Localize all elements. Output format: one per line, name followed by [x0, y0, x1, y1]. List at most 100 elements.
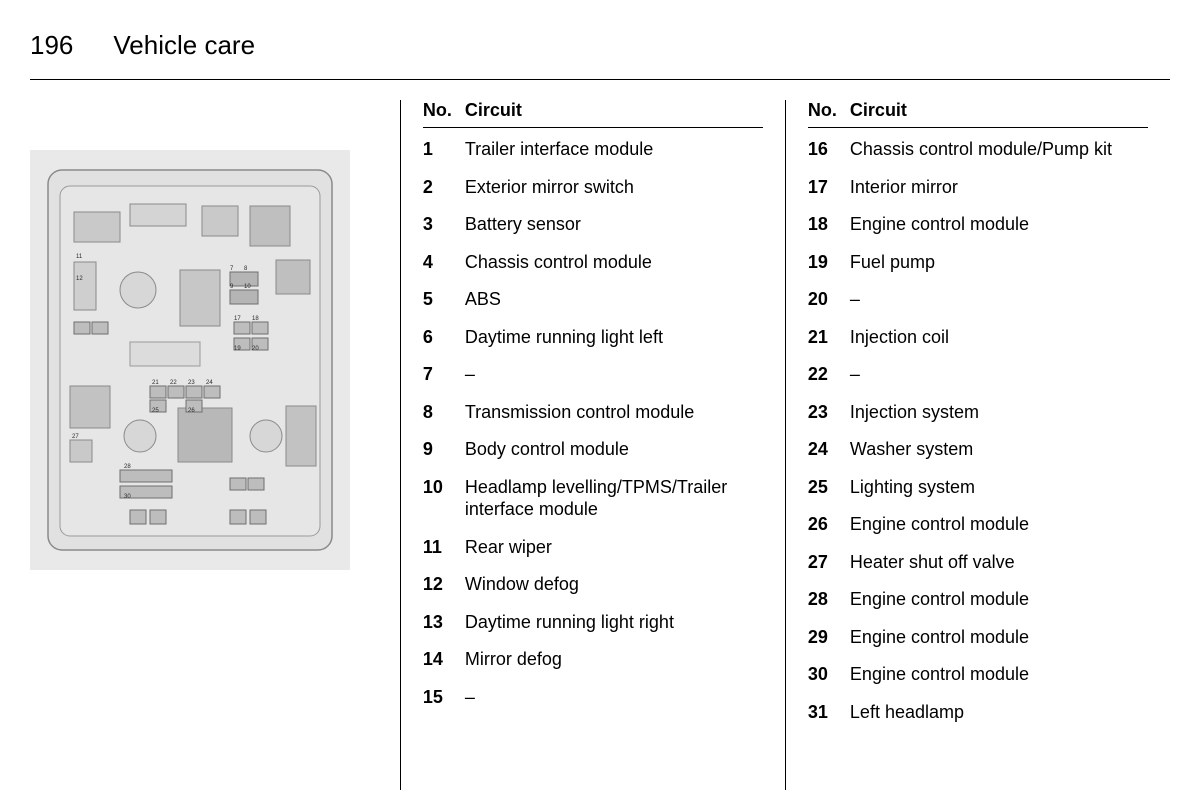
table-row: 21Injection coil	[808, 326, 1148, 349]
row-circuit: Battery sensor	[465, 213, 763, 236]
row-no: 2	[423, 176, 465, 199]
table-row: 14Mirror defog	[423, 648, 763, 671]
table-row: 5ABS	[423, 288, 763, 311]
table-row: 19Fuel pump	[808, 251, 1148, 274]
row-circuit: –	[465, 686, 763, 709]
row-circuit: Engine control module	[850, 213, 1148, 236]
row-circuit: Daytime running light right	[465, 611, 763, 634]
header-rule	[30, 79, 1170, 80]
row-circuit: Transmission control module	[465, 401, 763, 424]
svg-text:18: 18	[252, 316, 259, 322]
row-circuit: Headlamp levelling/TPMS/Trailer interfac…	[465, 476, 763, 521]
svg-text:27: 27	[72, 434, 79, 440]
row-circuit: Engine control module	[850, 513, 1148, 536]
table-right-body: 16Chassis control module/Pump kit17Inter…	[808, 138, 1148, 723]
row-circuit: Daytime running light left	[465, 326, 763, 349]
page-number: 196	[30, 30, 73, 61]
section-title: Vehicle care	[113, 30, 255, 61]
row-no: 14	[423, 648, 465, 671]
column-table-right: No. Circuit 16Chassis control module/Pum…	[785, 100, 1170, 790]
svg-text:10: 10	[244, 284, 251, 290]
row-no: 3	[423, 213, 465, 236]
row-no: 18	[808, 213, 850, 236]
table-row: 7–	[423, 363, 763, 386]
row-circuit: Body control module	[465, 438, 763, 461]
table-row: 17Interior mirror	[808, 176, 1148, 199]
svg-text:28: 28	[124, 464, 131, 470]
table-row: 1Trailer interface module	[423, 138, 763, 161]
table-row: 27Heater shut off valve	[808, 551, 1148, 574]
svg-text:12: 12	[76, 276, 83, 282]
row-no: 9	[423, 438, 465, 461]
table-row: 9Body control module	[423, 438, 763, 461]
table-row: 12Window defog	[423, 573, 763, 596]
row-circuit: Left headlamp	[850, 701, 1148, 724]
row-no: 19	[808, 251, 850, 274]
row-no: 15	[423, 686, 465, 709]
table-row: 22–	[808, 363, 1148, 386]
row-circuit: Rear wiper	[465, 536, 763, 559]
row-circuit: Washer system	[850, 438, 1148, 461]
table-row: 24Washer system	[808, 438, 1148, 461]
row-circuit: Chassis control module/Pump kit	[850, 138, 1148, 161]
svg-text:21: 21	[152, 380, 159, 386]
row-no: 21	[808, 326, 850, 349]
table-row: 18Engine control module	[808, 213, 1148, 236]
svg-text:30: 30	[124, 494, 131, 500]
svg-text:20: 20	[252, 346, 259, 352]
svg-text:22: 22	[170, 380, 177, 386]
header-no: No.	[808, 100, 850, 121]
row-no: 31	[808, 701, 850, 724]
row-circuit: Fuel pump	[850, 251, 1148, 274]
table-row: 30Engine control module	[808, 663, 1148, 686]
row-no: 4	[423, 251, 465, 274]
row-circuit: Heater shut off valve	[850, 551, 1148, 574]
row-circuit: Window defog	[465, 573, 763, 596]
row-circuit: Engine control module	[850, 663, 1148, 686]
row-circuit: –	[850, 363, 1148, 386]
column-diagram: 1112 78 910 1718 1920 21222324 2526 2830…	[30, 100, 400, 790]
fuse-box-diagram: 1112 78 910 1718 1920 21222324 2526 2830…	[30, 150, 350, 570]
table-row: 3Battery sensor	[423, 213, 763, 236]
row-circuit: Chassis control module	[465, 251, 763, 274]
table-row: 20–	[808, 288, 1148, 311]
row-no: 29	[808, 626, 850, 649]
row-circuit: Trailer interface module	[465, 138, 763, 161]
svg-text:17: 17	[234, 316, 241, 322]
table-row: 26Engine control module	[808, 513, 1148, 536]
table-row: 2Exterior mirror switch	[423, 176, 763, 199]
row-circuit: Exterior mirror switch	[465, 176, 763, 199]
row-no: 22	[808, 363, 850, 386]
row-circuit: Interior mirror	[850, 176, 1148, 199]
table-header: No. Circuit	[808, 100, 1148, 128]
row-no: 23	[808, 401, 850, 424]
row-no: 27	[808, 551, 850, 574]
table-row: 28Engine control module	[808, 588, 1148, 611]
table-header: No. Circuit	[423, 100, 763, 128]
row-circuit: Engine control module	[850, 626, 1148, 649]
table-row: 29Engine control module	[808, 626, 1148, 649]
svg-text:24: 24	[206, 380, 213, 386]
table-row: 4Chassis control module	[423, 251, 763, 274]
svg-text:25: 25	[152, 408, 159, 414]
row-no: 8	[423, 401, 465, 424]
row-no: 24	[808, 438, 850, 461]
row-no: 16	[808, 138, 850, 161]
table-row: 16Chassis control module/Pump kit	[808, 138, 1148, 161]
table-left-body: 1Trailer interface module 2Exterior mirro…	[423, 138, 763, 708]
row-no: 17	[808, 176, 850, 199]
row-no: 10	[423, 476, 465, 521]
row-circuit: Injection system	[850, 401, 1148, 424]
row-no: 12	[423, 573, 465, 596]
svg-text:23: 23	[188, 380, 195, 386]
table-row: 23Injection system	[808, 401, 1148, 424]
row-circuit: –	[465, 363, 763, 386]
table-row: 25Lighting system	[808, 476, 1148, 499]
table-row: 11Rear wiper	[423, 536, 763, 559]
table-row: 15–	[423, 686, 763, 709]
row-circuit: ABS	[465, 288, 763, 311]
row-no: 30	[808, 663, 850, 686]
row-no: 13	[423, 611, 465, 634]
row-no: 28	[808, 588, 850, 611]
row-circuit: –	[850, 288, 1148, 311]
